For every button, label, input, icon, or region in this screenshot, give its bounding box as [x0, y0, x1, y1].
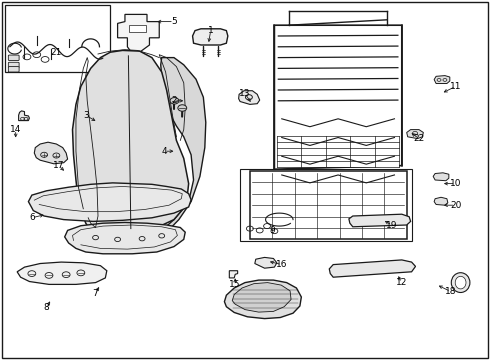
Polygon shape [129, 25, 146, 32]
Circle shape [170, 98, 179, 104]
Polygon shape [232, 283, 291, 312]
Text: 16: 16 [276, 260, 288, 269]
Text: 14: 14 [10, 125, 22, 134]
Polygon shape [224, 280, 301, 319]
Polygon shape [17, 262, 107, 284]
Text: 19: 19 [386, 220, 398, 230]
Polygon shape [19, 111, 29, 121]
Polygon shape [349, 214, 411, 227]
Ellipse shape [455, 276, 466, 289]
FancyBboxPatch shape [8, 67, 19, 72]
Ellipse shape [451, 273, 470, 292]
Polygon shape [239, 91, 260, 104]
Polygon shape [229, 271, 238, 278]
Text: 13: 13 [239, 89, 251, 98]
Polygon shape [434, 197, 448, 205]
Text: 17: 17 [53, 161, 65, 170]
Text: 12: 12 [396, 278, 408, 287]
Text: 3: 3 [83, 111, 89, 120]
Text: 21: 21 [50, 48, 62, 57]
Polygon shape [329, 260, 416, 277]
Polygon shape [235, 14, 426, 241]
Circle shape [178, 105, 187, 111]
Text: 4: 4 [161, 147, 167, 156]
Text: 1: 1 [208, 26, 214, 35]
Bar [240, 169, 412, 241]
Polygon shape [73, 50, 189, 235]
Text: 2: 2 [171, 96, 177, 105]
Text: 11: 11 [450, 82, 462, 91]
Text: 7: 7 [93, 289, 98, 298]
Text: 5: 5 [171, 17, 177, 26]
FancyBboxPatch shape [8, 62, 19, 68]
Polygon shape [193, 29, 228, 45]
Polygon shape [433, 173, 449, 181]
Bar [277, 136, 399, 167]
Bar [250, 171, 407, 239]
Text: 15: 15 [229, 280, 241, 289]
Polygon shape [34, 142, 68, 164]
Polygon shape [65, 222, 185, 254]
Polygon shape [407, 130, 423, 139]
Polygon shape [434, 76, 450, 84]
Polygon shape [161, 58, 206, 230]
FancyBboxPatch shape [8, 55, 19, 60]
Text: 10: 10 [450, 179, 462, 188]
Text: 18: 18 [445, 287, 457, 296]
Text: 20: 20 [450, 201, 462, 210]
Polygon shape [274, 25, 402, 169]
Polygon shape [255, 257, 277, 268]
Text: 22: 22 [414, 134, 424, 143]
Polygon shape [118, 14, 159, 52]
Bar [5, 5, 110, 72]
Text: 9: 9 [269, 226, 275, 235]
Text: 8: 8 [44, 303, 49, 312]
Polygon shape [28, 183, 191, 221]
Text: 6: 6 [29, 213, 35, 222]
